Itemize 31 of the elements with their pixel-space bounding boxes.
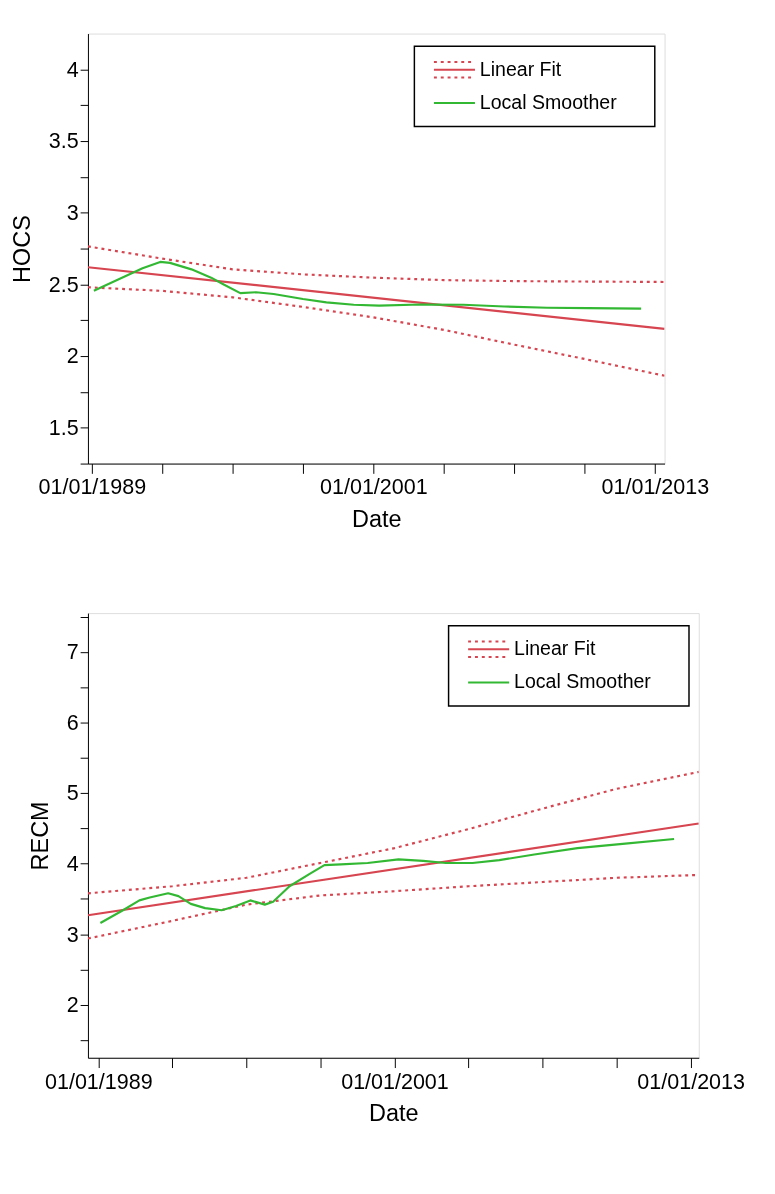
line-series [87, 286, 665, 377]
y-tick-label: 1.5 [48, 416, 79, 441]
y-tick-label: 3.5 [48, 129, 79, 154]
y-tick-label: 6 [66, 710, 79, 735]
x-axis-title: Date [351, 505, 402, 532]
y-tick-label: 2 [66, 344, 79, 369]
legend-label: Linear Fit [514, 637, 597, 660]
line-series [87, 245, 665, 284]
legend-label: Local Smoother [514, 670, 652, 693]
x-tick-label: 01/01/2001 [341, 1069, 449, 1094]
y-tick-label: 2.5 [48, 272, 79, 297]
y-tick-label: 3 [66, 922, 79, 947]
y-axis-title: HOCS [9, 215, 36, 283]
x-axis-title: Date [369, 1099, 419, 1126]
x-tick-label: 01/01/2013 [637, 1069, 745, 1094]
y-axis-title: RECM [27, 801, 54, 871]
x-tick-label: 01/01/2013 [601, 475, 710, 500]
y-tick-label: 4 [66, 57, 79, 82]
y-tick-label: 2 [66, 993, 79, 1018]
x-tick-label: 01/01/1989 [44, 1069, 153, 1094]
x-tick-label: 01/01/1989 [38, 475, 147, 500]
line-series [87, 770, 699, 895]
line-series [92, 260, 643, 310]
line-series [99, 837, 676, 925]
y-tick-label: 7 [66, 640, 79, 665]
y-tick-label: 5 [66, 781, 79, 806]
y-tick-label: 3 [66, 201, 79, 226]
y-tick-label: 4 [66, 852, 79, 876]
x-tick-label: 01/01/2001 [320, 475, 428, 500]
legend-label: Local Smoother [479, 90, 618, 113]
legend-label: Linear Fit [479, 57, 562, 80]
